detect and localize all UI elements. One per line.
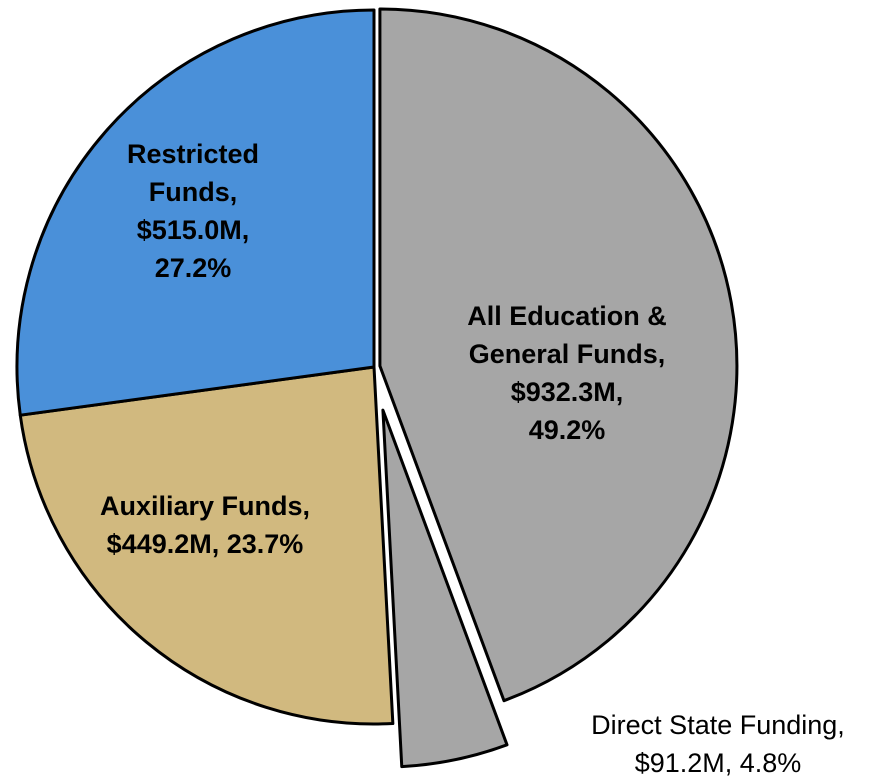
label-line: Direct State Funding, — [591, 710, 845, 740]
label-line: $932.3M, — [511, 377, 624, 407]
pie-slice — [378, 7, 739, 703]
label-line: All Education & — [467, 301, 667, 331]
label-line: 27.2% — [155, 253, 232, 283]
pie-slice — [15, 8, 376, 417]
label-line: $449.2M, 23.7% — [107, 529, 304, 559]
slice-label: All Education & General Funds, $932.3M, 49.… — [467, 301, 667, 445]
pie-slice — [18, 365, 395, 726]
slice-label: Restricted Funds, $515.0M, 27.2% — [127, 139, 259, 283]
label-line: General Funds, — [469, 339, 666, 369]
pie-slice-exploded — [381, 408, 509, 769]
label-line: Restricted — [127, 139, 259, 169]
label-line: Funds, — [149, 177, 238, 207]
label-line: Auxiliary Funds, — [100, 491, 310, 521]
label-line: $91.2M, 4.8% — [635, 748, 802, 778]
slice-label: Direct State Funding, $91.2M, 4.8% — [591, 710, 845, 778]
label-line: 49.2% — [529, 415, 606, 445]
label-line: $515.0M, — [137, 215, 250, 245]
slice-label: Auxiliary Funds, $449.2M, 23.7% — [100, 491, 310, 559]
